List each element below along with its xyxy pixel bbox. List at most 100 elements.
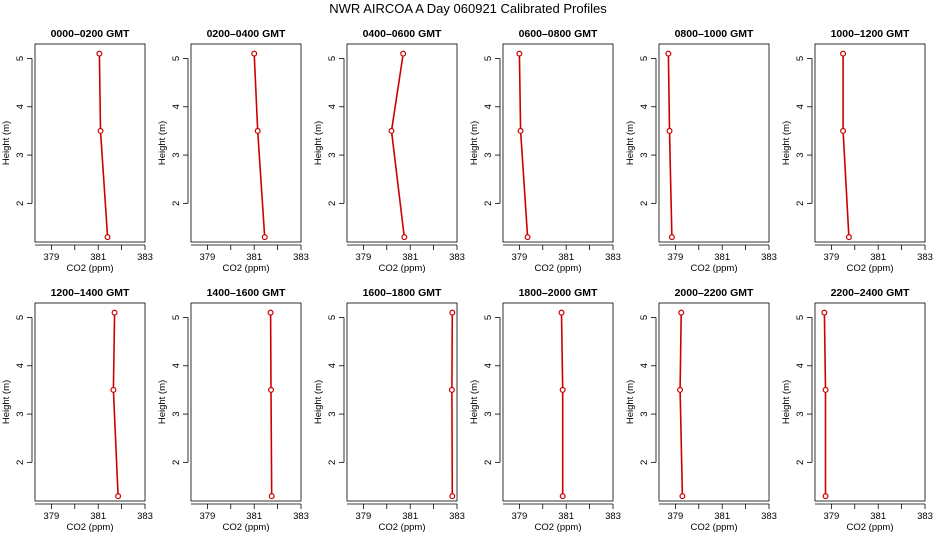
data-point: [524, 234, 531, 241]
panel-title: 1400–1600 GMT: [207, 287, 286, 299]
y-tick-label: 2: [483, 201, 494, 206]
y-axis-label: Height (m): [313, 121, 324, 165]
data-point: [96, 50, 103, 57]
data-point: [110, 386, 117, 393]
y-tick-label: 4: [483, 363, 494, 368]
plot-frame: [34, 43, 146, 243]
panel-12: 2200–2400 GMT 379 381 383 CO2 (ppm) 2 3 4 5 Heigh…: [781, 287, 933, 533]
y-tick-label: 4: [327, 363, 338, 368]
x-tick-label: 381: [246, 252, 262, 263]
panel-title: 0000–0200 GMT: [51, 28, 130, 40]
data-point: [268, 493, 275, 500]
data-point: [559, 493, 566, 500]
panel-1: 0000–0200 GMT 379 381 383 CO2 (ppm) 2 3 4 5 Heigh…: [1, 28, 153, 274]
x-tick-label: 383: [605, 511, 621, 522]
y-tick-label: 3: [639, 152, 650, 157]
panel-5: 0800–1000 GMT 379 381 383 CO2 (ppm) 2 3 4 5 Heigh…: [625, 28, 777, 274]
data-point: [559, 386, 566, 393]
data-point: [822, 493, 829, 500]
plot-frame: [658, 302, 770, 502]
x-tick-label: 381: [558, 252, 574, 263]
x-axis-label: CO2 (ppm): [847, 263, 894, 274]
profile-line: [842, 53, 850, 238]
panel-title: 1800–2000 GMT: [519, 287, 598, 299]
x-axis-label: CO2 (ppm): [847, 522, 894, 533]
y-tick-label: 3: [639, 411, 650, 416]
y-tick-label: 3: [795, 152, 806, 157]
y-tick-label: 2: [483, 460, 494, 465]
y-tick-label: 5: [795, 315, 806, 320]
x-tick-label: 381: [90, 252, 106, 263]
x-tick-label: 381: [870, 252, 886, 263]
x-tick-label: 383: [917, 252, 933, 263]
y-tick-label: 3: [327, 152, 338, 157]
profile-line: [679, 312, 684, 497]
panel-title: 2000–2200 GMT: [675, 287, 754, 299]
data-point: [111, 309, 118, 316]
data-point: [104, 234, 111, 241]
x-tick-label: 381: [402, 511, 418, 522]
panel-title: 1200–1400 GMT: [51, 287, 130, 299]
x-tick-label: 381: [714, 511, 730, 522]
data-point: [268, 386, 275, 393]
y-tick-label: 3: [327, 411, 338, 416]
data-point: [516, 50, 523, 57]
y-axis-label: Height (m): [469, 121, 480, 165]
profile-line: [518, 53, 529, 238]
profile-line: [560, 312, 564, 497]
data-point: [840, 127, 847, 134]
y-tick-label: 2: [171, 201, 182, 206]
y-tick-label: 4: [639, 363, 650, 368]
y-tick-label: 4: [795, 363, 806, 368]
x-tick-label: 379: [823, 252, 839, 263]
y-tick-label: 4: [795, 104, 806, 109]
y-tick-label: 4: [327, 104, 338, 109]
data-point: [97, 127, 104, 134]
x-tick-label: 383: [449, 511, 465, 522]
panel-2: 0200–0400 GMT 379 381 383 CO2 (ppm) 2 3 4 5 Heigh…: [157, 28, 309, 274]
data-point: [449, 493, 456, 500]
x-axis-label: CO2 (ppm): [535, 263, 582, 274]
panel-4: 0600–0800 GMT 379 381 383 CO2 (ppm) 2 3 4 5 Heigh…: [469, 28, 621, 274]
profile-line: [269, 312, 273, 497]
x-tick-label: 379: [511, 252, 527, 263]
y-axis-label: Height (m): [625, 380, 636, 424]
x-tick-label: 383: [137, 511, 153, 522]
panel-title: 0400–0600 GMT: [363, 28, 442, 40]
data-point: [822, 386, 829, 393]
profile-line: [667, 53, 673, 238]
y-tick-label: 4: [15, 363, 26, 368]
x-axis-label: CO2 (ppm): [223, 522, 270, 533]
y-tick-label: 2: [639, 460, 650, 465]
profile-line: [823, 312, 827, 497]
x-tick-label: 379: [667, 252, 683, 263]
data-point: [251, 50, 258, 57]
x-tick-label: 379: [355, 511, 371, 522]
x-tick-label: 379: [355, 252, 371, 263]
x-tick-label: 379: [43, 511, 59, 522]
x-tick-label: 381: [870, 511, 886, 522]
y-axis-label: Height (m): [469, 380, 480, 424]
x-tick-label: 379: [511, 511, 527, 522]
panel-9: 1600–1800 GMT 379 381 383 CO2 (ppm) 2 3 4 5 Heigh…: [313, 287, 465, 533]
x-tick-label: 381: [714, 252, 730, 263]
data-point: [449, 309, 456, 316]
data-point: [821, 309, 828, 316]
y-tick-label: 5: [15, 315, 26, 320]
data-point: [448, 386, 455, 393]
x-tick-label: 383: [761, 511, 777, 522]
y-tick-label: 3: [171, 152, 182, 157]
figure-title: NWR AIRCOA A Day 060921 Calibrated Profi…: [329, 1, 607, 16]
data-point: [400, 50, 407, 57]
x-axis-label: CO2 (ppm): [379, 263, 426, 274]
y-tick-label: 2: [795, 460, 806, 465]
panel-3: 0400–0600 GMT 379 381 383 CO2 (ppm) 2 3 4 5 Heigh…: [313, 28, 465, 274]
x-tick-label: 379: [823, 511, 839, 522]
y-tick-label: 3: [795, 411, 806, 416]
y-tick-label: 2: [15, 460, 26, 465]
y-tick-label: 5: [483, 315, 494, 320]
y-tick-label: 5: [171, 315, 182, 320]
plot-frame: [502, 43, 614, 243]
plot-frame: [346, 43, 458, 243]
y-axis-label: Height (m): [157, 380, 168, 424]
